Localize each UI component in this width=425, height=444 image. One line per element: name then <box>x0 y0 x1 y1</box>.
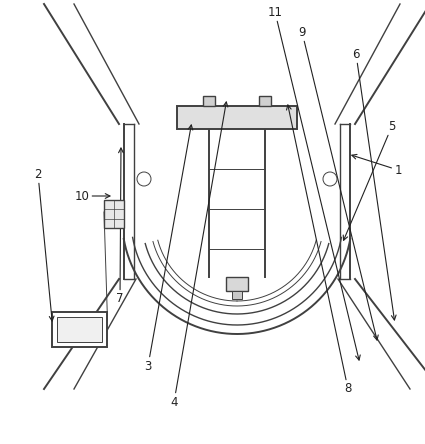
Bar <box>203 96 215 106</box>
Text: 9: 9 <box>298 25 378 340</box>
Text: 10: 10 <box>74 190 110 202</box>
Bar <box>226 277 248 291</box>
Text: 8: 8 <box>286 105 351 396</box>
Text: 11: 11 <box>267 5 360 360</box>
Bar <box>53 312 108 346</box>
Text: 6: 6 <box>352 48 396 320</box>
Bar <box>177 106 297 129</box>
Text: 3: 3 <box>144 125 193 373</box>
Bar <box>57 317 102 341</box>
Text: 2: 2 <box>34 167 54 321</box>
Bar <box>259 96 271 106</box>
Bar <box>104 200 124 228</box>
Text: 4: 4 <box>170 102 228 408</box>
Bar <box>232 291 242 299</box>
Text: 7: 7 <box>116 148 124 305</box>
Text: 1: 1 <box>352 155 402 177</box>
Text: 5: 5 <box>343 119 396 240</box>
